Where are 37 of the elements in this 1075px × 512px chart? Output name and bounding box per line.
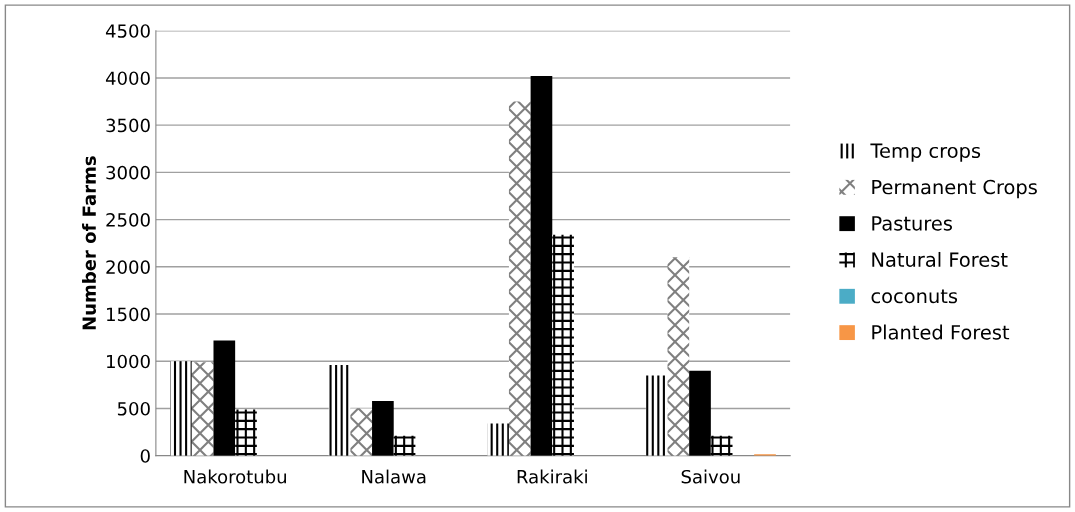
y-tick-label: 3500 (106, 118, 150, 133)
legend-label: Temp crops (870, 143, 981, 162)
bar (235, 409, 257, 456)
bar (213, 340, 236, 456)
y-tick-label: 0 (140, 449, 150, 463)
legend-label: Permanent Crops (872, 179, 1037, 199)
legend-label: coconuts (871, 289, 958, 304)
bar (689, 370, 711, 456)
x-tick-label: Saivou (681, 469, 740, 484)
bar (530, 76, 553, 456)
legend-label: Natural Forest (872, 251, 1008, 267)
bar (372, 400, 394, 456)
bar (393, 435, 416, 456)
bar (487, 423, 509, 456)
x-tick-label: Nalawa (362, 469, 426, 484)
legend-label: Pastures (872, 216, 952, 231)
legend-label: Planted Forest (872, 324, 1010, 340)
y-tick-label: 3000 (106, 165, 150, 180)
y-tick-label: 4500 (105, 24, 150, 38)
bar (552, 234, 574, 456)
y-axis-title: Number of Farms (82, 156, 97, 330)
y-tick-label: 1000 (107, 354, 150, 369)
bar (170, 361, 192, 456)
y-tick-label: 500 (117, 401, 150, 416)
bar (710, 435, 733, 456)
x-tick-label: Nakorotubu (184, 469, 286, 484)
bar (350, 408, 373, 456)
y-tick-label: 2500 (106, 213, 150, 227)
y-tick-label: 1500 (107, 307, 150, 322)
y-tick-label: 4000 (105, 71, 150, 86)
bar (645, 375, 668, 456)
bar (328, 365, 351, 456)
y-tick-label: 2000 (106, 260, 150, 274)
x-tick-label: Rakiraki (517, 469, 587, 484)
bar (508, 101, 531, 456)
bar (667, 257, 690, 456)
bar (191, 362, 214, 456)
